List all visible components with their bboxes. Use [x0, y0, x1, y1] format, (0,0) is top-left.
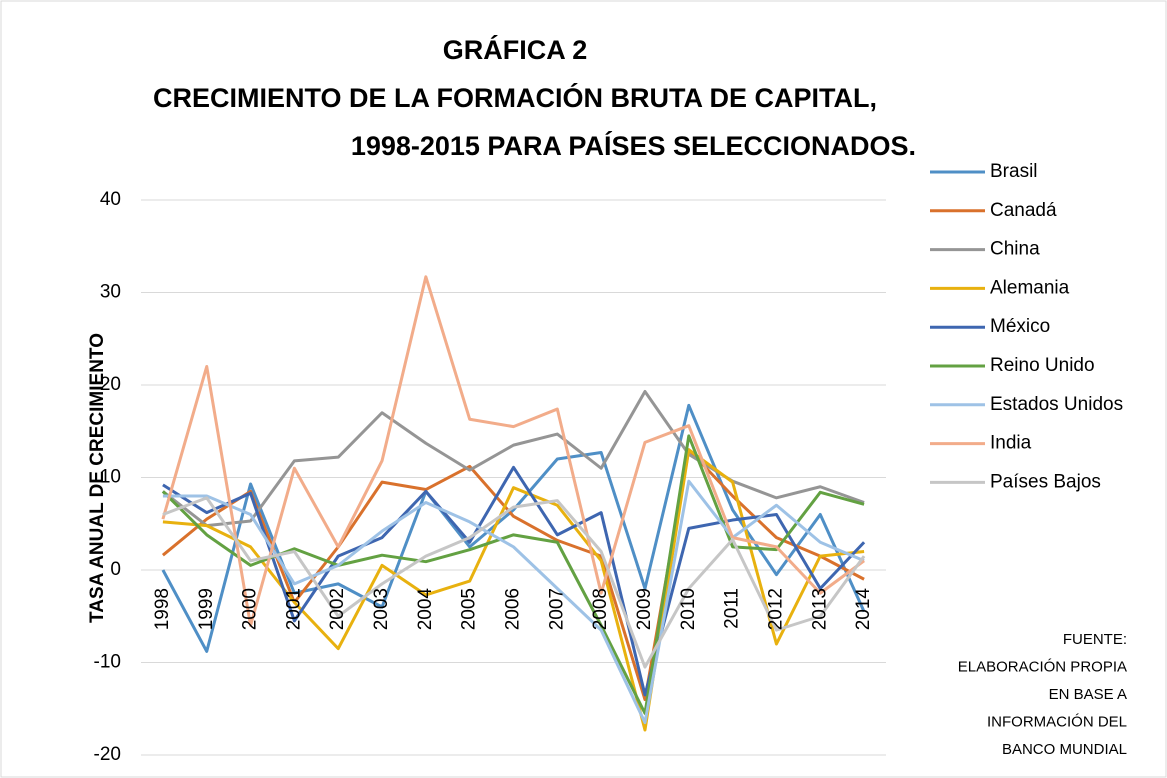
- x-tick-label: 1999: [196, 588, 217, 630]
- y-tick-label: -10: [94, 652, 121, 673]
- series-line: [161, 389, 865, 528]
- legend-label: Estados Unidos: [990, 394, 1123, 415]
- y-tick-label: 40: [100, 189, 121, 210]
- y-tick-label: 30: [100, 282, 121, 303]
- x-tick-label: 2001: [283, 588, 304, 630]
- chart-title: 1998-2015 PARA PAÍSES SELECCIONADOS.: [351, 130, 916, 161]
- legend-label: México: [990, 316, 1050, 337]
- x-tick-label: 2008: [590, 588, 611, 630]
- legend-label: India: [990, 433, 1032, 454]
- series-line: [162, 479, 865, 725]
- x-tick-label: 2009: [634, 588, 655, 630]
- x-tick-label: 1998: [152, 588, 173, 630]
- y-axis-label: TASA ANUAL DE CRECIMIENTO: [87, 333, 108, 623]
- x-tick-label: 2002: [327, 588, 348, 630]
- x-tick-label: 2004: [415, 588, 436, 631]
- legend-label: Canadá: [990, 200, 1057, 221]
- legend-label: Países Bajos: [990, 471, 1101, 492]
- y-tick-label: 0: [110, 559, 121, 580]
- source-note: EN BASE A: [1049, 686, 1127, 703]
- source-note: ELABORACIÓN PROPIA: [958, 658, 1127, 675]
- legend-label: Brasil: [990, 161, 1038, 182]
- x-tick-label: 2012: [765, 588, 786, 630]
- legend-label: Reino Unido: [990, 355, 1095, 376]
- x-tick-label: 2014: [853, 588, 874, 631]
- x-tick-label: 2000: [240, 588, 261, 630]
- x-tick-label: 2005: [459, 588, 480, 630]
- chart-title: CRECIMIENTO DE LA FORMACIÓN BRUTA DE CAP…: [153, 82, 877, 113]
- x-tick-label: 2011: [722, 588, 743, 629]
- y-tick-label: 20: [100, 374, 121, 395]
- series-line: [162, 465, 866, 697]
- source-note: BANCO MUNDIAL: [1002, 741, 1127, 758]
- x-tick-label: 2007: [546, 588, 567, 630]
- x-tick-label: 2003: [371, 588, 392, 630]
- legend-label: Alemania: [990, 277, 1070, 298]
- series-line: [162, 448, 865, 732]
- series-line: [161, 448, 865, 701]
- x-tick-label: 2006: [503, 588, 524, 630]
- y-tick-label: 10: [100, 467, 121, 488]
- chart-title: GRÁFICA 2: [443, 34, 588, 65]
- x-tick-label: 2010: [678, 588, 699, 630]
- legend-label: China: [990, 239, 1040, 260]
- series-line: [162, 496, 866, 669]
- y-tick-label: -20: [94, 744, 121, 765]
- source-note: INFORMACIÓN DEL: [987, 713, 1127, 730]
- source-note: FUENTE:: [1063, 631, 1127, 648]
- x-tick-label: 2013: [809, 588, 830, 630]
- series-line: [161, 275, 865, 627]
